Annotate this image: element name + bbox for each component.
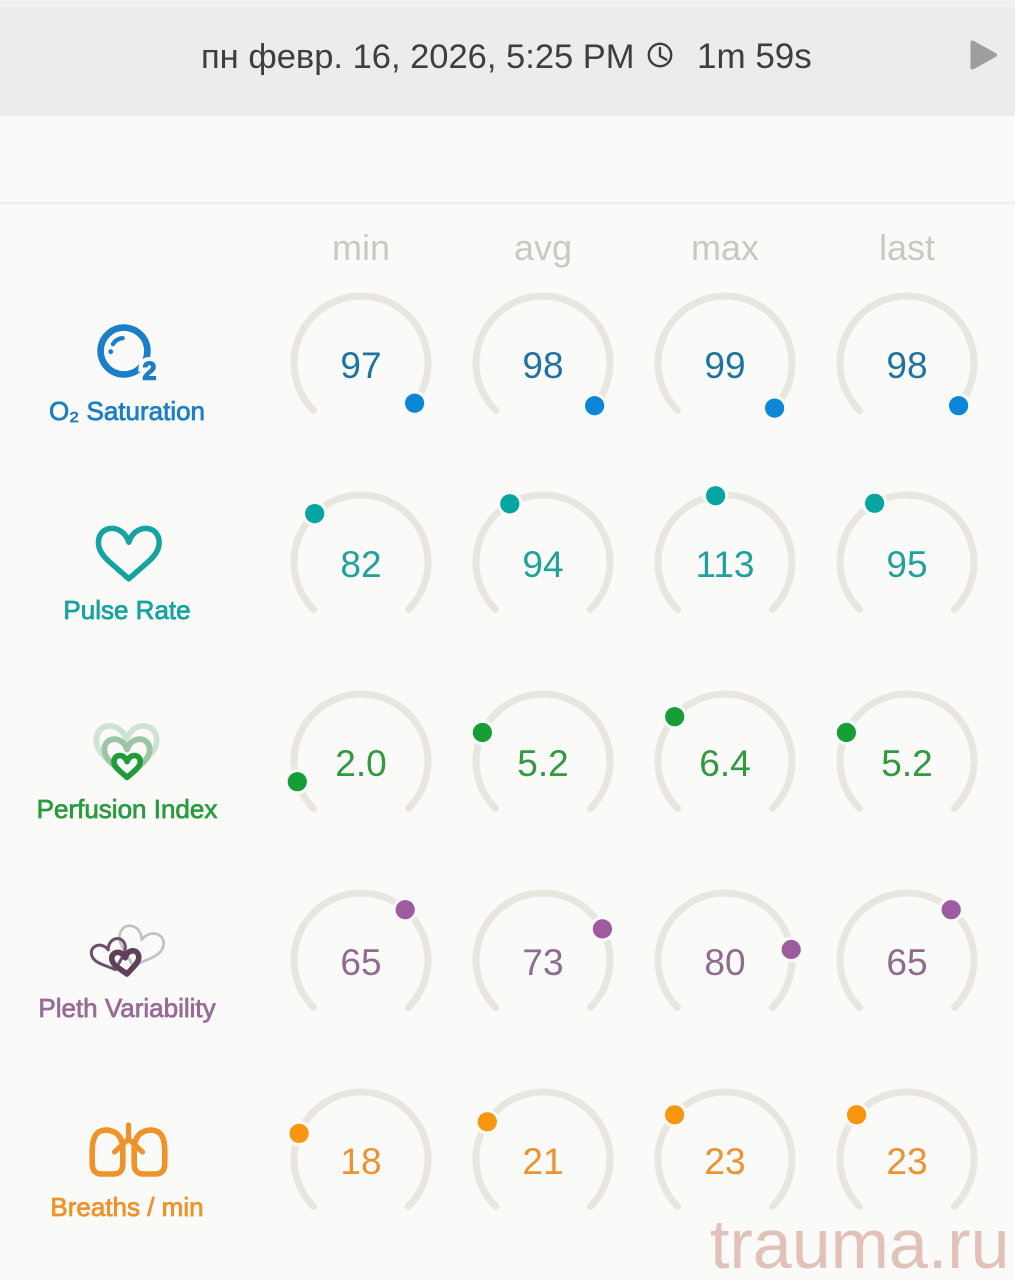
svg-text:min: min: [332, 227, 390, 268]
svg-text:73: 73: [522, 942, 563, 983]
svg-text:2: 2: [143, 358, 157, 386]
svg-text:82: 82: [340, 544, 381, 585]
svg-text:65: 65: [886, 942, 927, 983]
svg-text:5.2: 5.2: [517, 743, 568, 784]
svg-text:Breaths / min: Breaths / min: [50, 1192, 203, 1222]
svg-text:2: 2: [143, 358, 157, 386]
svg-text:97: 97: [340, 345, 381, 386]
svg-text:21: 21: [522, 1141, 563, 1182]
svg-text:5.2: 5.2: [881, 743, 932, 784]
svg-text:113: 113: [696, 544, 755, 585]
svg-text:65: 65: [340, 942, 381, 983]
svg-text:пн февр. 16, 2026, 5:25 PM: пн февр. 16, 2026, 5:25 PM: [201, 38, 635, 76]
svg-text:99: 99: [704, 345, 745, 386]
svg-text:avg: avg: [514, 227, 572, 268]
svg-text:2.0: 2.0: [335, 743, 386, 784]
svg-text:95: 95: [886, 544, 927, 585]
svg-text:max: max: [691, 227, 759, 268]
svg-text:Perfusion Index: Perfusion Index: [37, 794, 218, 824]
svg-text:23: 23: [704, 1141, 745, 1182]
svg-text:6.4: 6.4: [699, 743, 750, 784]
svg-text:23: 23: [886, 1141, 927, 1182]
svg-text:Pleth Variability: Pleth Variability: [38, 993, 215, 1023]
svg-text:94: 94: [522, 544, 563, 585]
svg-text:trauma.ru: trauma.ru: [710, 1205, 1010, 1280]
svg-text:80: 80: [704, 942, 745, 983]
svg-text:O₂ Saturation: O₂ Saturation: [49, 396, 205, 426]
svg-text:98: 98: [522, 345, 563, 386]
svg-text:Pulse Rate: Pulse Rate: [63, 595, 190, 625]
svg-text:1m 59s: 1m 59s: [697, 37, 812, 76]
svg-text:18: 18: [340, 1141, 381, 1182]
svg-text:last: last: [879, 227, 935, 268]
svg-text:98: 98: [886, 345, 927, 386]
